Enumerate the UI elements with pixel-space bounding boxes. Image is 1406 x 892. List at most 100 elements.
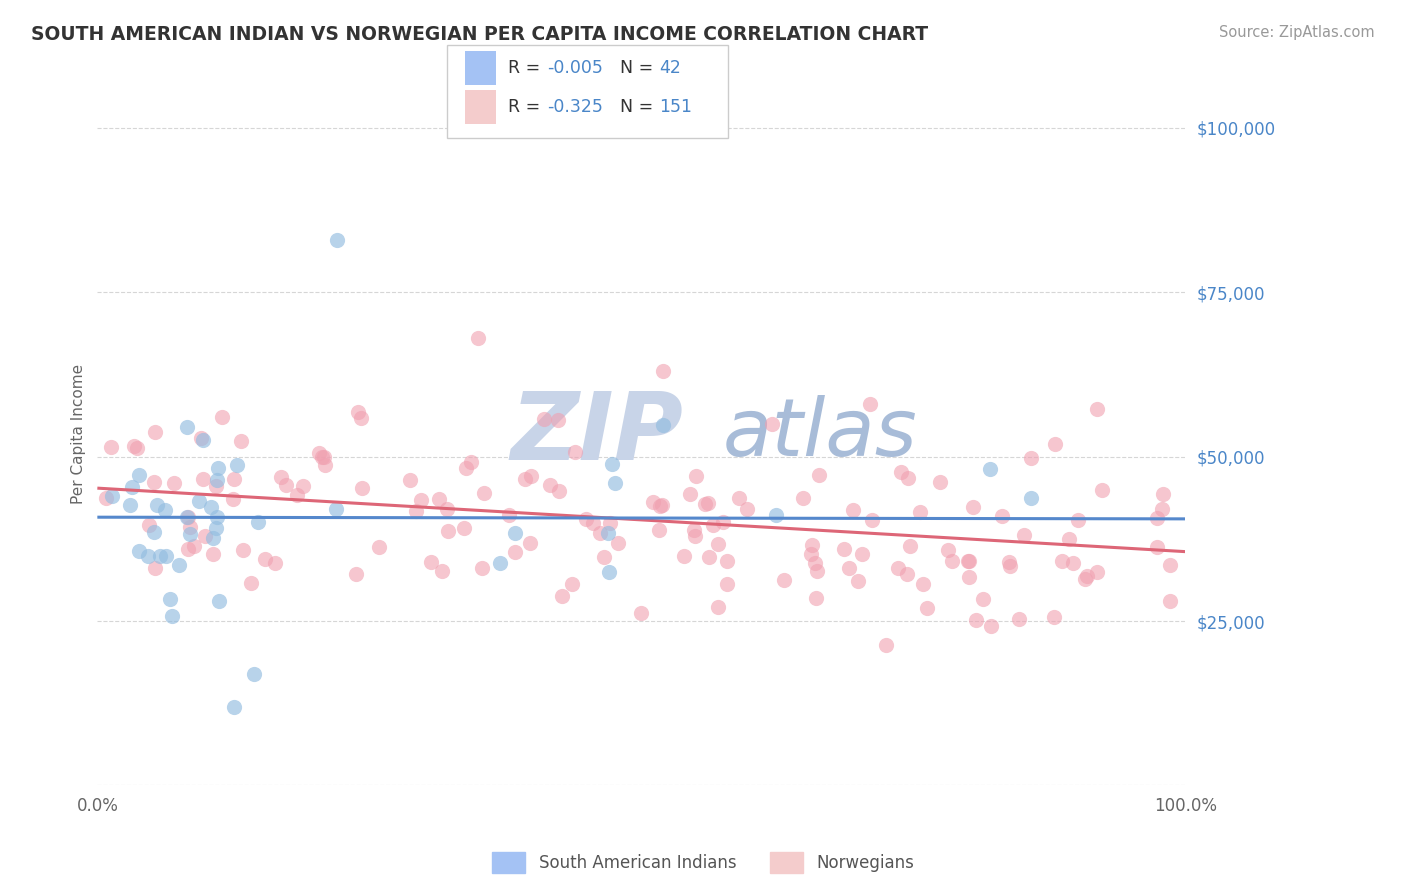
Point — [505, 526, 527, 541]
Point — [593, 550, 616, 565]
Point — [727, 491, 749, 506]
Point — [551, 590, 574, 604]
Point — [533, 412, 555, 426]
Point — [679, 487, 702, 501]
Point — [589, 526, 612, 541]
Point — [188, 494, 211, 508]
Point — [519, 536, 541, 550]
Point — [1059, 532, 1081, 546]
Point — [143, 425, 166, 439]
Point — [399, 473, 422, 487]
Point — [160, 609, 183, 624]
Text: N =: N = — [620, 59, 659, 77]
Point — [138, 517, 160, 532]
Point — [1043, 609, 1066, 624]
Point — [991, 509, 1014, 524]
Point — [716, 577, 738, 591]
Point — [547, 413, 569, 427]
Point — [548, 483, 571, 498]
Point — [308, 446, 330, 460]
Point — [246, 515, 269, 529]
Point — [200, 500, 222, 514]
Point — [205, 521, 228, 535]
Point — [472, 486, 495, 500]
Text: 151: 151 — [659, 98, 692, 116]
Point — [176, 542, 198, 557]
Point — [194, 529, 217, 543]
Point — [1146, 541, 1168, 555]
Point — [908, 506, 931, 520]
Point — [205, 474, 228, 488]
Point — [600, 457, 623, 471]
Point — [702, 518, 724, 533]
Point — [503, 545, 526, 559]
Point — [652, 364, 675, 378]
Point — [800, 547, 823, 561]
Point — [965, 613, 987, 627]
Point — [603, 475, 626, 490]
Point — [287, 488, 309, 502]
Point — [240, 576, 263, 591]
Point — [232, 542, 254, 557]
Point — [1012, 528, 1035, 542]
Point — [1076, 569, 1098, 583]
Text: N =: N = — [620, 98, 659, 116]
Point — [100, 440, 122, 454]
Point — [1159, 594, 1181, 608]
Point — [344, 567, 367, 582]
Point — [998, 558, 1021, 573]
Point — [804, 556, 827, 570]
Point — [765, 508, 787, 523]
Point — [607, 536, 630, 550]
Point — [683, 528, 706, 542]
Point — [211, 409, 233, 424]
Point — [191, 472, 214, 486]
Point — [437, 524, 460, 538]
Point — [471, 560, 494, 574]
Point — [887, 561, 910, 575]
Point — [696, 496, 718, 510]
Point — [264, 556, 287, 570]
Point — [292, 478, 315, 492]
Point — [848, 574, 870, 589]
Text: Source: ZipAtlas.com: Source: ZipAtlas.com — [1219, 25, 1375, 40]
Point — [697, 550, 720, 565]
Point — [94, 491, 117, 506]
Point — [599, 516, 621, 530]
Point — [179, 526, 201, 541]
Point — [706, 537, 728, 551]
Point — [498, 508, 520, 522]
Point — [242, 666, 264, 681]
Point — [979, 462, 1001, 476]
Point — [155, 549, 177, 563]
Point — [761, 417, 783, 431]
Point — [312, 450, 335, 465]
Point — [325, 502, 347, 516]
Point — [1091, 483, 1114, 498]
Point — [648, 523, 671, 537]
Point — [1085, 402, 1108, 417]
Point — [972, 592, 994, 607]
Point — [159, 591, 181, 606]
Point — [427, 491, 450, 506]
Point — [270, 470, 292, 484]
Point — [191, 433, 214, 447]
Point — [127, 441, 149, 455]
Point — [957, 554, 980, 568]
Text: R =: R = — [508, 59, 546, 77]
Point — [998, 555, 1021, 569]
Point — [651, 498, 673, 512]
Point — [928, 475, 950, 490]
Point — [800, 538, 823, 552]
Point — [205, 509, 228, 524]
Point — [177, 510, 200, 524]
Point — [650, 500, 672, 514]
Point — [276, 478, 298, 492]
Point — [896, 566, 918, 581]
Point — [860, 513, 883, 527]
Text: -0.005: -0.005 — [547, 59, 603, 77]
Point — [176, 420, 198, 434]
Point — [208, 594, 231, 608]
Point — [409, 493, 432, 508]
Point — [641, 495, 664, 509]
